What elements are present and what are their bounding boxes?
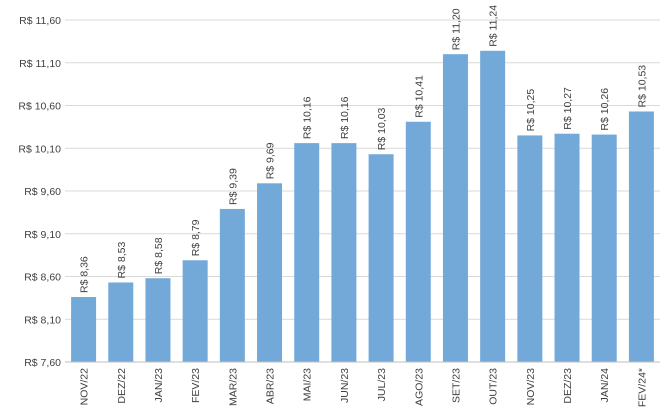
data-label: R$ 10,16 [302, 96, 314, 139]
x-tick-label: JAN/24 [599, 368, 611, 403]
data-label: R$ 8,79 [190, 219, 202, 256]
y-tick-label: R$ 10,60 [18, 101, 61, 113]
x-tick-label: NOV/22 [79, 368, 91, 406]
bar [331, 143, 357, 362]
y-tick-label: R$ 9,10 [24, 229, 61, 241]
bar [554, 133, 580, 362]
bar [517, 135, 543, 362]
x-tick-label: OUT/23 [488, 368, 500, 405]
bar [294, 143, 320, 362]
x-tick-label: DEZ/23 [562, 368, 574, 404]
bars [71, 50, 654, 363]
x-tick-label: MAI/23 [302, 368, 314, 401]
data-label: R$ 11,24 [488, 5, 500, 47]
y-axis-tick-labels: R$ 7,60 R$ 8,10 R$ 8,60 R$ 9,10 R$ 9,60 R$ 10… [18, 15, 61, 369]
x-tick-label: DEZ/22 [116, 368, 128, 404]
x-tick-label: AGO/23 [413, 368, 425, 406]
data-label: R$ 9,69 [265, 142, 277, 179]
y-tick-label: R$ 8,60 [24, 272, 61, 284]
y-tick-label: R$ 9,60 [24, 186, 61, 198]
bar [405, 121, 431, 363]
x-tick-label: SET/23 [450, 368, 462, 403]
y-tick-label: R$ 7,60 [24, 357, 61, 369]
data-label: R$ 10,25 [525, 89, 537, 132]
bar [108, 282, 134, 362]
bar [480, 50, 506, 362]
bar [628, 111, 654, 362]
x-tick-label: FEV/23 [190, 368, 202, 403]
data-label: R$ 8,58 [153, 237, 165, 274]
data-labels: R$ 8,36 R$ 8,53 R$ 8,58 R$ 8,79 R$ 9,39 R$ 9,… [79, 5, 649, 293]
bar [368, 154, 394, 362]
data-label: R$ 10,26 [599, 88, 611, 131]
bar [219, 208, 245, 362]
y-tick-label: R$ 8,10 [24, 314, 61, 326]
x-tick-label: FEV/24* [636, 368, 648, 407]
x-tick-label: NOV/23 [525, 368, 537, 406]
data-label: R$ 10,16 [339, 96, 351, 139]
bar [257, 183, 283, 362]
y-tick-label: R$ 11,60 [19, 15, 61, 27]
bar [71, 297, 97, 362]
data-label: R$ 9,39 [227, 168, 239, 205]
bar [442, 54, 468, 362]
bar [182, 260, 208, 362]
y-tick-label: R$ 11,10 [19, 58, 61, 70]
y-tick-label: R$ 10,10 [18, 143, 61, 155]
x-tick-label: MAR/23 [227, 368, 239, 406]
x-axis-tick-labels: NOV/22 DEZ/22 JAN/23 FEV/23 MAR/23 ABR/23 MAI/… [79, 368, 649, 407]
data-label: R$ 11,20 [450, 8, 462, 50]
data-label: R$ 8,53 [116, 242, 128, 279]
data-label: R$ 10,41 [413, 75, 425, 118]
bar [145, 278, 171, 362]
data-label: R$ 10,27 [562, 87, 574, 130]
x-tick-label: JAN/23 [153, 368, 165, 403]
data-label: R$ 10,53 [636, 65, 648, 108]
x-tick-label: JUN/23 [339, 368, 351, 403]
data-label: R$ 8,36 [79, 256, 91, 293]
data-label: R$ 10,03 [376, 107, 388, 150]
x-tick-label: ABR/23 [265, 368, 277, 404]
bar [591, 134, 617, 362]
x-tick-label: JUL/23 [376, 368, 388, 401]
